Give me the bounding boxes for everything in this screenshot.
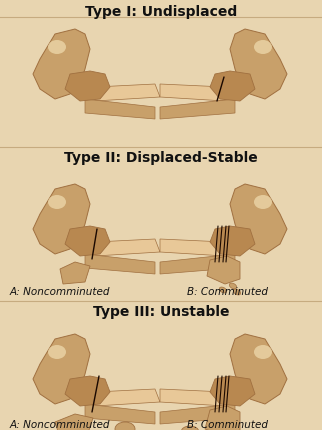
Ellipse shape (181, 426, 199, 430)
Polygon shape (210, 72, 255, 102)
Polygon shape (65, 227, 110, 256)
Polygon shape (85, 404, 155, 424)
Text: Type I: Undisplaced: Type I: Undisplaced (85, 5, 237, 19)
Ellipse shape (48, 41, 66, 55)
Polygon shape (210, 376, 255, 406)
Polygon shape (33, 334, 90, 404)
Ellipse shape (219, 287, 227, 293)
Polygon shape (160, 85, 225, 102)
Polygon shape (210, 227, 255, 256)
Polygon shape (160, 255, 235, 274)
Ellipse shape (233, 289, 241, 295)
Text: B: Comminuted: B: Comminuted (187, 286, 269, 296)
Text: A: Noncomminuted: A: Noncomminuted (10, 419, 110, 429)
Ellipse shape (115, 422, 135, 430)
Polygon shape (65, 376, 110, 406)
Polygon shape (95, 240, 160, 256)
Ellipse shape (254, 41, 272, 55)
Ellipse shape (48, 196, 66, 209)
Text: B: Comminuted: B: Comminuted (187, 419, 269, 429)
Text: Type III: Unstable: Type III: Unstable (93, 304, 229, 318)
Polygon shape (207, 256, 240, 284)
Polygon shape (55, 414, 93, 430)
Ellipse shape (229, 283, 237, 289)
Polygon shape (95, 85, 160, 102)
Polygon shape (85, 100, 155, 120)
Polygon shape (60, 262, 90, 284)
Ellipse shape (254, 196, 272, 209)
Polygon shape (65, 72, 110, 102)
Polygon shape (230, 184, 287, 255)
Ellipse shape (254, 345, 272, 359)
Text: Type II: Displaced-Stable: Type II: Displaced-Stable (64, 150, 258, 165)
Polygon shape (160, 389, 225, 406)
Polygon shape (205, 406, 240, 430)
Polygon shape (230, 30, 287, 100)
Polygon shape (33, 30, 90, 100)
Text: A: Noncomminuted: A: Noncomminuted (10, 286, 110, 296)
Polygon shape (95, 389, 160, 406)
Polygon shape (230, 334, 287, 404)
Polygon shape (160, 404, 235, 424)
Ellipse shape (48, 345, 66, 359)
Polygon shape (160, 240, 225, 256)
Polygon shape (85, 255, 155, 274)
Polygon shape (160, 100, 235, 120)
Polygon shape (33, 184, 90, 255)
